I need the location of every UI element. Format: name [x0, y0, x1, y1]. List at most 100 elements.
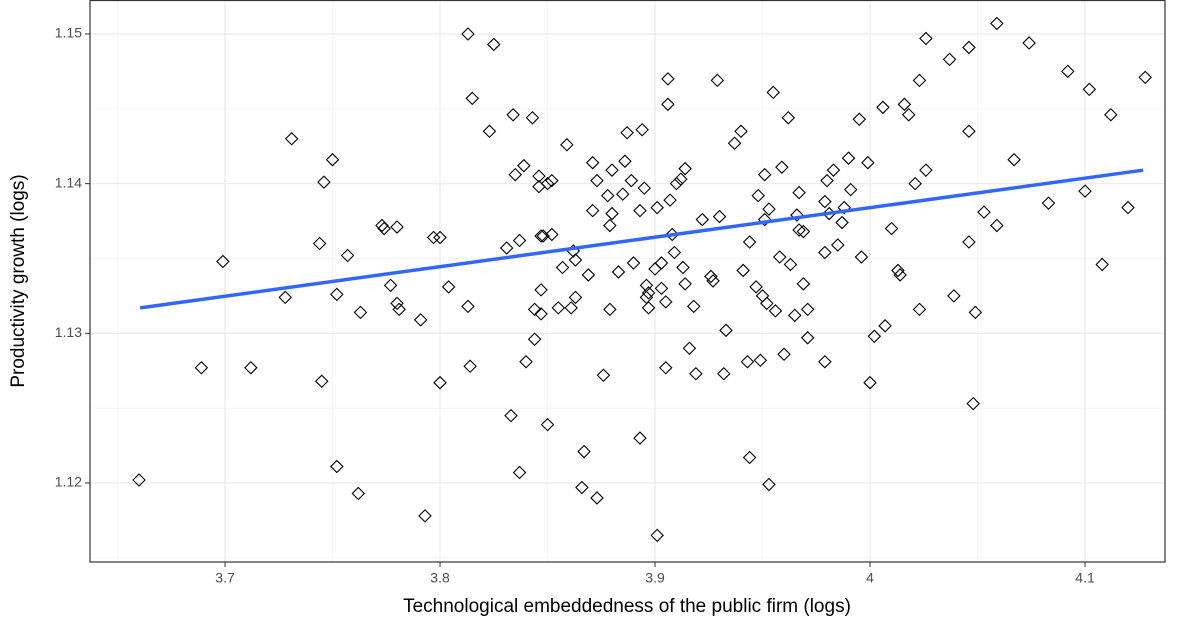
- point: [884, 221, 899, 236]
- point: [512, 233, 527, 248]
- point: [353, 305, 368, 320]
- panel-background: [90, 0, 1165, 562]
- point: [534, 283, 548, 297]
- point: [854, 250, 869, 264]
- point: [620, 125, 634, 140]
- point: [633, 203, 647, 218]
- point: [585, 155, 600, 170]
- point: [330, 459, 344, 474]
- point: [962, 40, 976, 55]
- point: [525, 111, 540, 125]
- point: [674, 172, 688, 186]
- x-axis-title: Technological embeddedness of the public…: [403, 596, 851, 617]
- point: [766, 85, 781, 100]
- point: [777, 347, 791, 362]
- point: [314, 374, 329, 388]
- point: [749, 280, 763, 294]
- point: [977, 205, 991, 219]
- point: [919, 31, 933, 46]
- point: [194, 360, 209, 375]
- point: [1082, 82, 1097, 97]
- point: [661, 72, 675, 86]
- point: [577, 444, 591, 459]
- x-tick-label: 4: [866, 570, 874, 586]
- point: [534, 307, 548, 321]
- point: [704, 269, 718, 284]
- point: [568, 253, 583, 267]
- point: [897, 97, 912, 112]
- point: [835, 215, 849, 230]
- point: [818, 194, 832, 209]
- point: [517, 158, 531, 173]
- y-tick-label: 1.15: [55, 25, 82, 41]
- point: [908, 176, 922, 191]
- point: [762, 477, 776, 492]
- point: [392, 302, 406, 317]
- point: [551, 301, 566, 315]
- panel-border: [89, 0, 1166, 563]
- point: [351, 486, 366, 501]
- point: [568, 290, 583, 305]
- point: [686, 299, 701, 314]
- point: [641, 301, 656, 315]
- point: [667, 245, 682, 260]
- point: [919, 163, 933, 177]
- y-tick-label: 1.12: [55, 474, 82, 490]
- point: [947, 289, 961, 303]
- point: [536, 229, 550, 243]
- point: [312, 236, 327, 251]
- point: [585, 203, 600, 218]
- point: [1041, 196, 1056, 210]
- point: [962, 124, 976, 139]
- x-tick-label: 4.1: [1075, 570, 1095, 586]
- point: [912, 73, 927, 88]
- point: [891, 263, 905, 278]
- x-tick-label: 3.8: [430, 570, 450, 586]
- point: [284, 131, 299, 146]
- point: [775, 160, 789, 174]
- point: [611, 265, 626, 279]
- point: [695, 212, 710, 227]
- point: [678, 161, 692, 176]
- x-tick-label: 3.9: [645, 570, 665, 586]
- point: [545, 173, 559, 188]
- point: [465, 91, 480, 106]
- point: [878, 319, 892, 333]
- point: [433, 375, 447, 390]
- point: [426, 230, 441, 245]
- point: [441, 280, 456, 294]
- point: [990, 16, 1004, 31]
- point: [751, 188, 765, 203]
- point: [618, 154, 632, 168]
- point: [678, 277, 692, 291]
- point: [820, 173, 834, 188]
- point: [504, 408, 518, 423]
- point: [968, 305, 983, 320]
- point: [757, 167, 772, 182]
- point: [818, 245, 832, 260]
- point: [519, 354, 533, 369]
- point: [1061, 64, 1075, 79]
- point: [1007, 152, 1021, 167]
- point: [893, 268, 907, 282]
- point: [641, 286, 656, 300]
- x-tick-label: 3.7: [215, 570, 235, 586]
- point: [486, 37, 501, 52]
- point: [682, 341, 697, 356]
- point: [768, 304, 783, 318]
- point: [624, 173, 639, 188]
- point: [796, 277, 811, 291]
- point: [540, 176, 555, 191]
- point: [658, 360, 673, 375]
- point: [615, 187, 630, 201]
- point: [783, 257, 798, 272]
- point: [560, 137, 574, 152]
- point: [760, 296, 774, 311]
- point: [596, 368, 611, 382]
- point: [278, 290, 292, 305]
- point: [710, 73, 725, 88]
- point: [377, 221, 391, 236]
- point: [637, 181, 652, 195]
- point: [512, 465, 527, 480]
